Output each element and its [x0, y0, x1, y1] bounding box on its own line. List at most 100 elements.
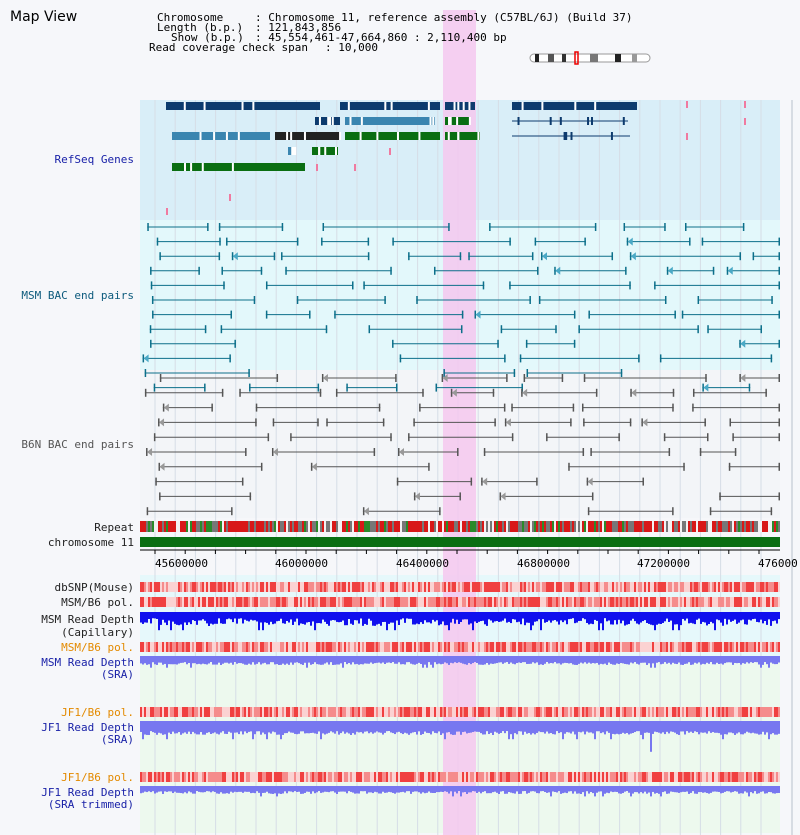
- polymorphism-density-cell: [572, 597, 574, 607]
- read-depth-bar: [340, 656, 342, 664]
- track-label-jf1-b6-pol-1[interactable]: JF1/B6 pol.: [61, 706, 134, 719]
- repeat-element: [638, 521, 640, 532]
- read-depth-bar: [236, 612, 238, 624]
- polymorphism-density-cell: [744, 707, 746, 717]
- polymorphism-density-cell: [326, 582, 328, 592]
- polymorphism-density-cell: [692, 642, 694, 652]
- polymorphism-density-cell: [516, 772, 518, 782]
- polymorphism-density-cell: [164, 642, 166, 652]
- read-depth-bar: [276, 721, 278, 735]
- read-depth-bar: [730, 612, 732, 622]
- polymorphism-density-cell: [778, 582, 780, 592]
- read-depth-bar: [426, 656, 428, 668]
- polymorphism-density-cell: [168, 597, 170, 607]
- read-depth-bar: [752, 786, 754, 794]
- polymorphism-density-cell: [580, 707, 582, 717]
- polymorphism-density-cell: [406, 772, 408, 782]
- polymorphism-density-cell: [372, 707, 374, 717]
- read-depth-bar: [260, 612, 262, 623]
- read-depth-bar: [194, 721, 196, 734]
- read-depth-bar: [428, 612, 430, 623]
- polymorphism-density-cell: [298, 642, 300, 652]
- msm-bac-end: [435, 383, 438, 392]
- read-depth-bar: [416, 656, 418, 664]
- polymorphism-density-cell: [760, 642, 762, 652]
- polymorphism-density-cell: [702, 642, 704, 652]
- read-depth-bar: [370, 656, 372, 663]
- polymorphism-density-cell: [328, 582, 330, 592]
- read-depth-bar: [352, 612, 354, 625]
- read-depth-bar: [548, 786, 550, 793]
- gene-exon-gap: [231, 163, 234, 171]
- track-label-repeat[interactable]: Repeat: [94, 521, 134, 534]
- repeat-element: [426, 521, 428, 532]
- track-label-jf1-depth-trim-1[interactable]: JF1 Read Depth: [41, 786, 134, 799]
- read-depth-bar: [240, 612, 242, 619]
- read-depth-bar: [700, 612, 702, 624]
- polymorphism-density-cell: [238, 597, 240, 607]
- read-depth-bar: [300, 656, 302, 665]
- repeat-element: [234, 521, 236, 532]
- polymorphism-density-cell: [380, 642, 382, 652]
- track-label-msm-depth-cap-1[interactable]: MSM Read Depth: [41, 613, 134, 626]
- repeat-element: [492, 521, 494, 532]
- track-label-dbsnp[interactable]: dbSNP(Mouse): [54, 581, 134, 594]
- polymorphism-density-cell: [564, 707, 566, 717]
- repeat-element: [478, 521, 480, 532]
- b6n-bac-end: [506, 374, 508, 382]
- track-label-b6n-bac[interactable]: B6N BAC end pairs: [21, 438, 134, 451]
- polymorphism-density-cell: [494, 582, 496, 592]
- polymorphism-density-cell: [690, 642, 692, 652]
- read-depth-bar: [300, 721, 302, 732]
- read-depth-bar: [480, 721, 482, 734]
- read-depth-bar: [524, 786, 526, 792]
- repeat-element: [322, 521, 324, 532]
- read-depth-bar: [430, 656, 432, 665]
- track-label-msm-depth-sra-1[interactable]: MSM Read Depth: [41, 656, 134, 669]
- read-depth-bar: [736, 786, 738, 792]
- read-depth-bar: [702, 656, 704, 664]
- read-depth-bar: [410, 612, 412, 619]
- read-depth-bar: [354, 721, 356, 735]
- read-depth-bar: [604, 786, 606, 794]
- read-depth-bar: [620, 612, 622, 624]
- read-depth-bar: [614, 786, 616, 792]
- read-depth-bar: [774, 721, 776, 735]
- polymorphism-density-cell: [748, 772, 750, 782]
- read-depth-bar: [646, 656, 648, 665]
- read-depth-bar: [170, 721, 172, 735]
- polymorphism-density-cell: [742, 597, 744, 607]
- track-label-jf1-b6-pol-2[interactable]: JF1/B6 pol.: [61, 771, 134, 784]
- repeat-element: [520, 521, 522, 532]
- b6n-bac-end: [630, 388, 632, 397]
- polymorphism-density-cell: [480, 707, 482, 717]
- track-label-msm-b6-pol-2[interactable]: MSM/B6 pol.: [61, 641, 134, 654]
- polymorphism-density-cell: [410, 597, 412, 607]
- msm-bac-end: [707, 325, 709, 334]
- read-depth-bar: [702, 721, 704, 733]
- polymorphism-density-cell: [406, 707, 408, 717]
- polymorphism-density-cell: [446, 597, 448, 607]
- repeat-element: [510, 521, 512, 532]
- read-depth-bar: [202, 786, 204, 793]
- track-label-msm-b6-pol-1[interactable]: MSM/B6 pol.: [61, 596, 134, 609]
- read-depth-bar: [380, 786, 382, 794]
- polymorphism-density-cell: [596, 597, 598, 607]
- ideogram-band: [632, 54, 637, 62]
- polymorphism-density-cell: [408, 642, 410, 652]
- repeat-element: [490, 521, 492, 532]
- read-depth-bar: [502, 721, 504, 732]
- polymorphism-density-cell: [776, 597, 778, 607]
- track-label-msm-bac[interactable]: MSM BAC end pairs: [21, 289, 134, 302]
- read-depth-bar: [642, 786, 644, 794]
- polymorphism-density-cell: [372, 642, 374, 652]
- polymorphism-density-cell: [584, 772, 586, 782]
- polymorphism-density-cell: [552, 707, 554, 717]
- track-label-refseq[interactable]: RefSeq Genes: [54, 153, 134, 166]
- read-depth-bar: [520, 721, 522, 732]
- read-depth-bar: [674, 721, 676, 733]
- track-label-jf1-depth-sra-1[interactable]: JF1 Read Depth: [41, 721, 134, 734]
- read-depth-bar: [266, 656, 268, 665]
- b6n-bac-arrow: [482, 477, 488, 486]
